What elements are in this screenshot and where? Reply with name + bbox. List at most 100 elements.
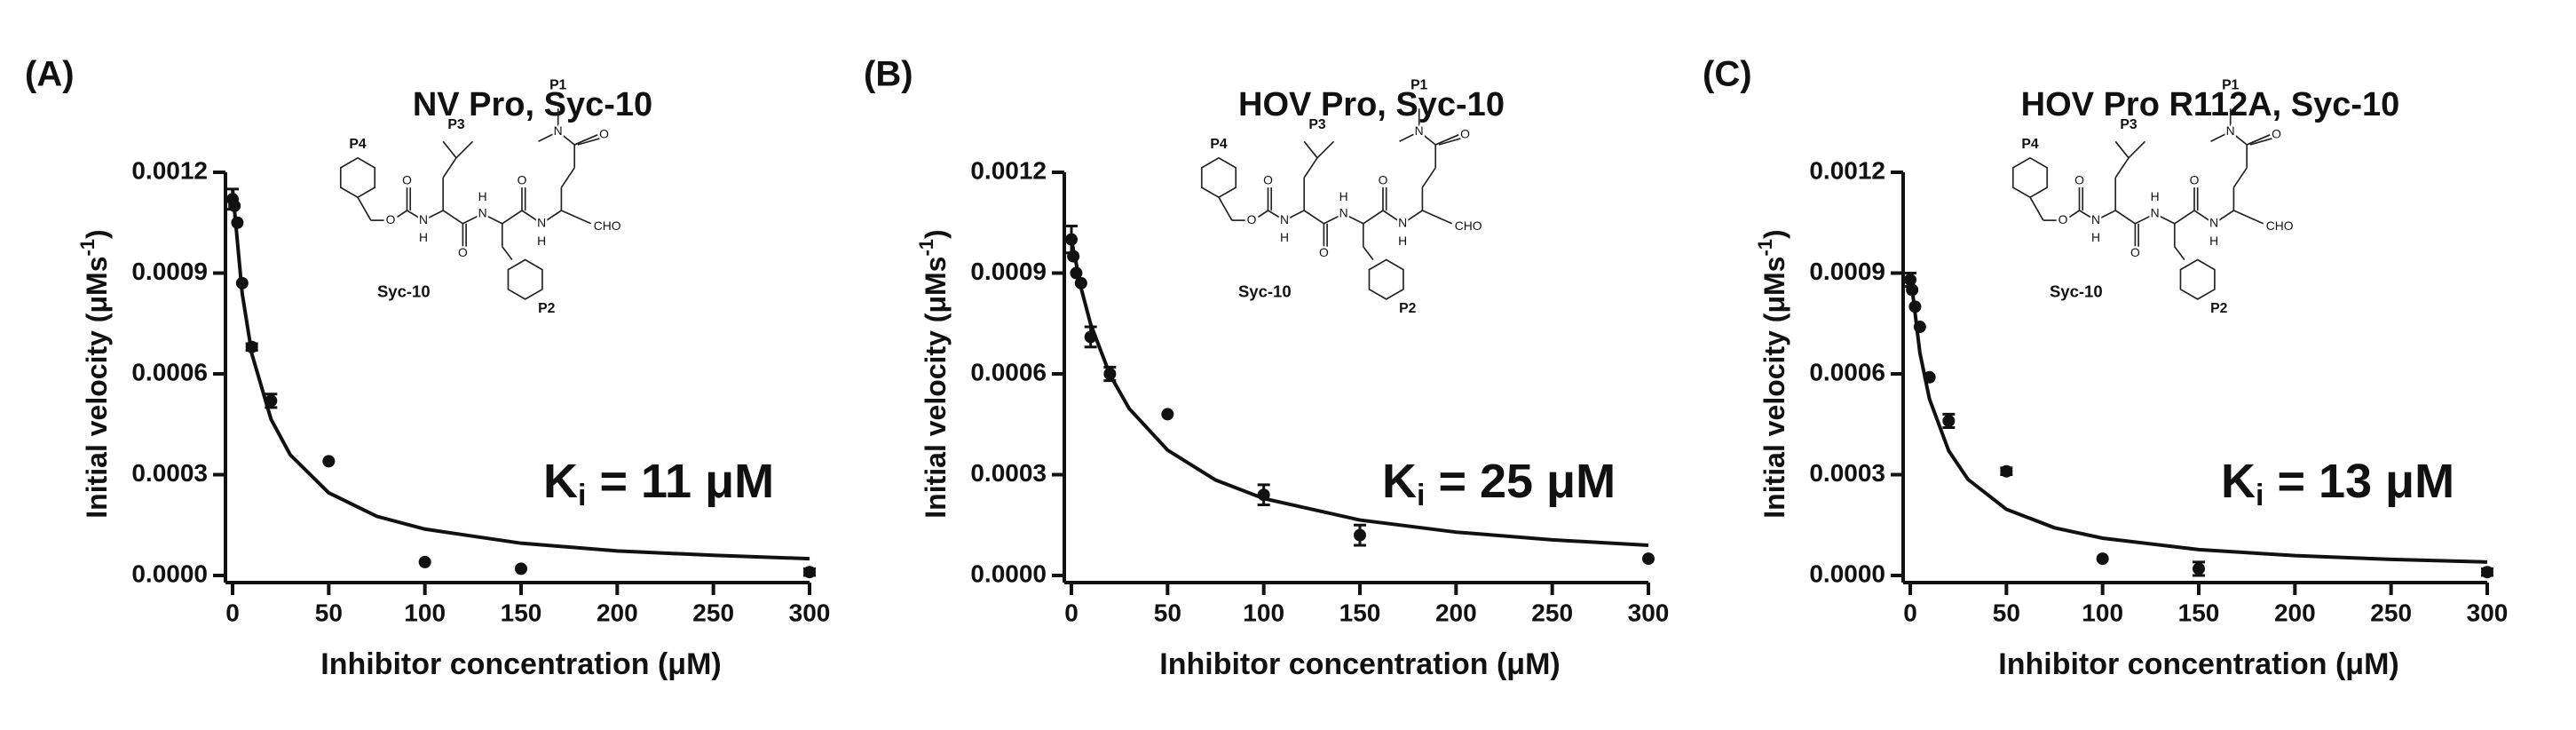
bond xyxy=(1418,131,1436,146)
site-label: P3 xyxy=(1308,117,1325,132)
chart-title: NV Pro, Syc-10 xyxy=(413,86,652,123)
bond xyxy=(442,210,463,225)
data-point xyxy=(1913,321,1926,334)
x-tick-label: 0 xyxy=(1903,599,1917,626)
atom-label: O xyxy=(2130,245,2140,259)
bond xyxy=(573,134,598,146)
y-label-end: ) xyxy=(1758,229,1790,239)
y-tick-label: 0.0000 xyxy=(1809,559,1885,587)
atom-label: O xyxy=(2190,172,2200,186)
data-point xyxy=(1257,488,1270,502)
ring xyxy=(507,258,543,300)
y-tick-label: 0.0003 xyxy=(131,459,208,487)
y-label-main: Initial velocity (μMs xyxy=(1758,257,1790,519)
bond xyxy=(1324,212,1344,225)
bond xyxy=(2079,210,2097,221)
x-tick-label: 250 xyxy=(692,599,734,626)
data-point xyxy=(2193,562,2205,575)
bond xyxy=(2154,212,2176,225)
atom-label: N xyxy=(554,123,563,138)
atom-label: O xyxy=(458,245,468,259)
atom-label: O xyxy=(1319,245,1329,259)
y-tick-label: 0.0003 xyxy=(1809,459,1885,487)
bond xyxy=(2135,212,2155,225)
atom-label: N xyxy=(537,215,546,229)
x-tick-label: 50 xyxy=(1154,599,1181,626)
site-label: P4 xyxy=(1210,137,1227,152)
fit-curve xyxy=(1908,273,2488,564)
atom-label: O xyxy=(599,127,609,141)
bond xyxy=(2114,210,2136,225)
ki-sub: i xyxy=(2256,479,2264,512)
y-tick-label: 0.0003 xyxy=(970,459,1047,487)
ki-rest: = 25 μM xyxy=(1425,455,1616,508)
site-label: P1 xyxy=(2222,78,2239,93)
bond xyxy=(396,210,407,218)
y-tick-label: 0.0012 xyxy=(1809,156,1885,184)
bond xyxy=(1303,157,1318,179)
bond xyxy=(2068,210,2080,218)
atom-label: H xyxy=(1280,230,1289,244)
atom-label: O xyxy=(2074,172,2084,186)
site-label: P1 xyxy=(549,78,566,93)
y-label-sup: -1 xyxy=(76,239,99,257)
atom-label: N xyxy=(419,212,428,226)
x-tick-label: 100 xyxy=(2082,599,2123,626)
panel-label: (A) xyxy=(25,55,75,94)
bond xyxy=(1422,210,1453,225)
ki-annotation: Ki = 25 μM xyxy=(1382,455,1616,512)
ki-annotation: Ki = 11 μM xyxy=(543,455,774,512)
panel: (B) HOV Pro, Syc-10 0.0000 0.0003 0.0006 0.00… xyxy=(864,55,1669,681)
atom-label: CHO xyxy=(1455,218,1482,233)
y-tick-label: 0.0000 xyxy=(131,559,208,587)
site-label: P2 xyxy=(2210,301,2227,316)
y-label-sup: -1 xyxy=(915,239,937,257)
data-point xyxy=(1642,552,1655,566)
atom-label: H xyxy=(2209,234,2218,248)
ring xyxy=(1200,156,1237,199)
bond xyxy=(2128,140,2146,159)
atom-label: O xyxy=(2272,127,2281,141)
data-point xyxy=(1084,330,1097,344)
data-point xyxy=(2481,566,2493,579)
atom-label: O xyxy=(402,172,412,186)
atom-label: O xyxy=(1379,172,1388,186)
bond xyxy=(521,210,542,225)
y-axis-label: Initial velocity (μMs-1) xyxy=(915,229,952,518)
atom-label: H xyxy=(2151,189,2160,203)
site-label: P2 xyxy=(538,301,555,316)
bond xyxy=(2174,210,2195,225)
bond xyxy=(1402,210,1423,225)
bond xyxy=(2193,210,2215,225)
ki-main: K xyxy=(543,455,578,508)
ring xyxy=(2179,258,2216,300)
site-label: P2 xyxy=(1399,301,1416,316)
x-tick-label: 250 xyxy=(2370,599,2412,626)
y-tick-label: 0.0009 xyxy=(131,258,208,285)
bond xyxy=(2210,131,2232,143)
data-point xyxy=(265,394,278,408)
bond xyxy=(2213,210,2234,225)
bond xyxy=(423,210,444,221)
ki-annotation: Ki = 13 μM xyxy=(2221,455,2454,512)
data-point xyxy=(1070,266,1083,280)
atom-label: H xyxy=(1398,234,1407,248)
x-tick-label: 50 xyxy=(1993,599,2020,626)
site-label: P3 xyxy=(447,117,464,132)
x-axis-label: Inhibitor concentration (μM) xyxy=(1998,647,2398,681)
x-tick-label: 300 xyxy=(2467,599,2509,626)
bond xyxy=(442,157,457,179)
bond xyxy=(1434,134,1459,146)
bond xyxy=(2246,134,2271,146)
compound-name: Syc-10 xyxy=(2050,282,2103,300)
bond xyxy=(2230,131,2248,146)
y-label-main: Initial velocity (μMs xyxy=(81,257,113,519)
bond xyxy=(2249,137,2274,146)
y-axis-label: Initial velocity (μMs-1) xyxy=(76,229,114,518)
ring xyxy=(1368,258,1404,300)
bond xyxy=(1316,140,1335,159)
data-point xyxy=(1904,274,1916,287)
bond xyxy=(1284,210,1305,221)
